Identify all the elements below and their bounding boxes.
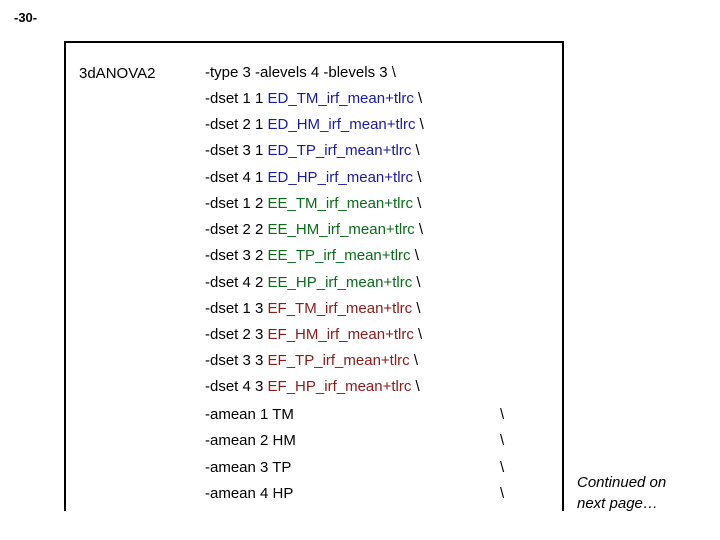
dset-line: -dset 1 3 EF_TM_irf_mean+tlrc \ — [205, 300, 421, 317]
dataset-name: ED_HM_irf_mean+tlrc — [267, 116, 416, 133]
continuation-backslash: \ — [500, 459, 505, 476]
dset-line: -dset 2 2 EE_HM_irf_mean+tlrc \ — [205, 221, 424, 238]
continuation-backslash: \ — [500, 485, 505, 502]
dataset-name: EE_HM_irf_mean+tlrc — [267, 221, 415, 238]
continued-note: Continued on next page… — [577, 474, 667, 512]
dataset-name: EE_HP_irf_mean+tlrc — [267, 274, 413, 291]
command-name: 3dANOVA2 — [79, 65, 156, 82]
dataset-name: ED_TM_irf_mean+tlrc — [267, 90, 414, 107]
dset-line: -dset 3 2 EE_TP_irf_mean+tlrc \ — [205, 247, 419, 264]
dataset-name: EF_HP_irf_mean+tlrc — [267, 378, 412, 395]
dset-line: -dset 3 1 ED_TP_irf_mean+tlrc \ — [205, 142, 420, 159]
dataset-name: EF_HM_irf_mean+tlrc — [267, 326, 414, 343]
amean-line: -amean 2 HM — [205, 432, 296, 449]
dataset-name: EF_TM_irf_mean+tlrc — [267, 300, 413, 317]
dset-line: -dset 2 1 ED_HM_irf_mean+tlrc \ — [205, 116, 424, 133]
dataset-name: EF_TP_irf_mean+tlrc — [267, 352, 410, 369]
dset-line: -dset 4 3 EF_HP_irf_mean+tlrc \ — [205, 378, 420, 395]
dset-line: -dset 1 2 EE_TM_irf_mean+tlrc \ — [205, 195, 422, 212]
dataset-name: EE_TM_irf_mean+tlrc — [267, 195, 414, 212]
dataset-name: ED_TP_irf_mean+tlrc — [267, 142, 412, 159]
dataset-name: ED_HP_irf_mean+tlrc — [267, 169, 414, 186]
dataset-name: EE_TP_irf_mean+tlrc — [267, 247, 411, 264]
continuation-backslash: \ — [500, 432, 505, 449]
dset-line: -dset 1 1 ED_TM_irf_mean+tlrc \ — [205, 90, 423, 107]
code-box: 3dANOVA2 -type 3 -alevels 4 -blevels 3 \… — [64, 41, 564, 511]
amean-line: -amean 4 HP — [205, 485, 294, 502]
amean-line: -amean 1 TM — [205, 406, 294, 423]
options-line: -type 3 -alevels 4 -blevels 3 \ — [205, 64, 396, 81]
continuation-backslash: \ — [500, 406, 505, 423]
page-number: -30- — [14, 10, 38, 25]
amean-line: -amean 3 TP — [205, 459, 292, 476]
dset-line: -dset 2 3 EF_HM_irf_mean+tlrc \ — [205, 326, 423, 343]
dset-line: -dset 3 3 EF_TP_irf_mean+tlrc \ — [205, 352, 419, 369]
dset-line: -dset 4 1 ED_HP_irf_mean+tlrc \ — [205, 169, 422, 186]
dset-line: -dset 4 2 EE_HP_irf_mean+tlrc \ — [205, 274, 421, 291]
